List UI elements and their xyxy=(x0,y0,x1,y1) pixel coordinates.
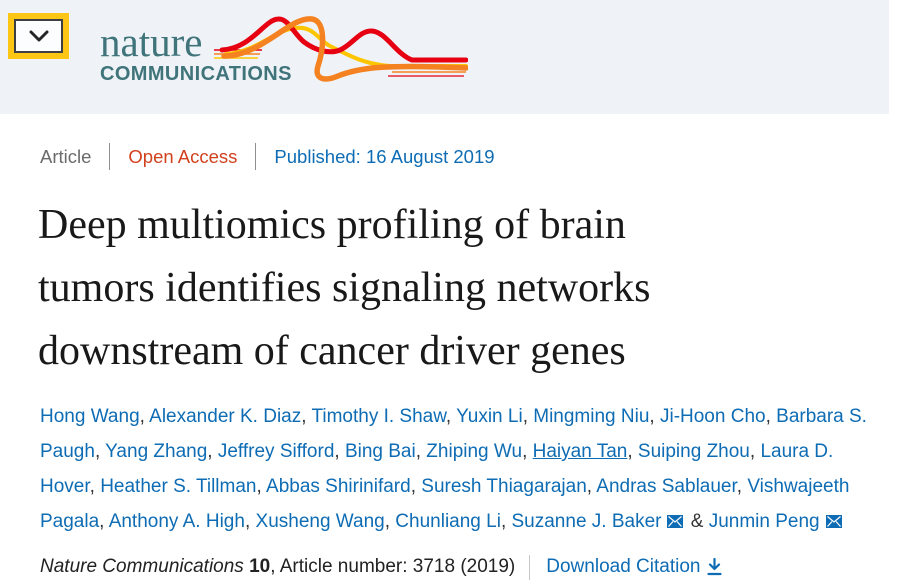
nature-communications-logo[interactable]: nature COMMUNICATIONS xyxy=(100,19,292,86)
author-link[interactable]: Alexander K. Diaz xyxy=(149,406,302,427)
article-title: Deep multiomics profiling of brain tumor… xyxy=(38,202,651,374)
author-list: Hong Wang, Alexander K. Diaz, Timothy I.… xyxy=(40,406,867,532)
envelope-icon[interactable] xyxy=(825,515,842,528)
published-date-label: Published: 16 August 2019 xyxy=(274,145,495,167)
authors-ampersand: & xyxy=(685,511,709,532)
author-link[interactable]: Jeffrey Sifford xyxy=(217,441,335,462)
header-expander-inner xyxy=(14,19,63,53)
download-citation-label: Download Citation xyxy=(546,556,701,577)
author-link[interactable]: Haiyan Tan xyxy=(532,441,628,462)
download-icon xyxy=(707,558,723,576)
envelope-icon[interactable] xyxy=(667,515,684,528)
author-link[interactable]: Timothy I. Shaw xyxy=(311,406,446,427)
author-link[interactable]: Abbas Shirinifard xyxy=(266,476,411,497)
author-link[interactable]: Yang Zhang xyxy=(105,441,208,462)
author-link[interactable]: Zhiping Wu xyxy=(426,441,523,462)
article-meta-row: Article Open Access Published: 16 August… xyxy=(40,143,495,170)
author-link[interactable]: Ji-Hoon Cho xyxy=(659,406,766,427)
author-link[interactable]: Junmin Peng xyxy=(708,511,820,532)
meta-divider xyxy=(109,143,111,170)
citation-line: Nature Communications 10, Article number… xyxy=(40,553,723,581)
author-link[interactable]: Barbara S. Paugh xyxy=(40,406,867,462)
chevron-down-icon xyxy=(29,30,48,41)
author-link[interactable]: Andras Sablauer xyxy=(596,476,737,497)
author-link[interactable]: Mingming Niu xyxy=(533,406,650,427)
open-access-label: Open Access xyxy=(128,145,238,167)
author-link[interactable]: Suresh Thiagarajan xyxy=(421,476,587,497)
citation-journal-name: Nature Communications xyxy=(40,556,244,577)
author-link[interactable]: Chunliang Li xyxy=(395,511,501,532)
author-link[interactable]: Bing Bai xyxy=(344,441,416,462)
author-link[interactable]: Suiping Zhou xyxy=(637,441,750,462)
download-citation-link[interactable]: Download Citation xyxy=(546,553,723,581)
author-link[interactable]: Laura D. Hover xyxy=(40,441,834,497)
author-link[interactable]: Anthony A. High xyxy=(108,511,245,532)
logo-nature-text: nature xyxy=(100,19,203,65)
author-link[interactable]: Heather S. Tillman xyxy=(100,476,257,497)
author-link[interactable]: Suzanne J. Baker xyxy=(511,511,662,532)
author-link[interactable]: Vishwajeeth Pagala xyxy=(40,476,850,532)
citation-volume: 10 xyxy=(249,556,271,577)
citation-rest: , Article number: 3718 (2019) xyxy=(270,556,516,577)
author-link[interactable]: Hong Wang xyxy=(40,406,140,427)
author-link[interactable]: Yuxin Li xyxy=(456,406,523,427)
journal-header: nature COMMUNICATIONS xyxy=(0,0,889,114)
meta-divider xyxy=(255,143,257,170)
article-type-label: Article xyxy=(40,145,92,167)
logo-waves-icon xyxy=(214,16,468,82)
author-link[interactable]: Xusheng Wang xyxy=(255,511,385,532)
logo-communications-text: COMMUNICATIONS xyxy=(100,63,292,85)
header-expander-button[interactable] xyxy=(8,13,69,59)
citation-divider xyxy=(529,554,531,580)
